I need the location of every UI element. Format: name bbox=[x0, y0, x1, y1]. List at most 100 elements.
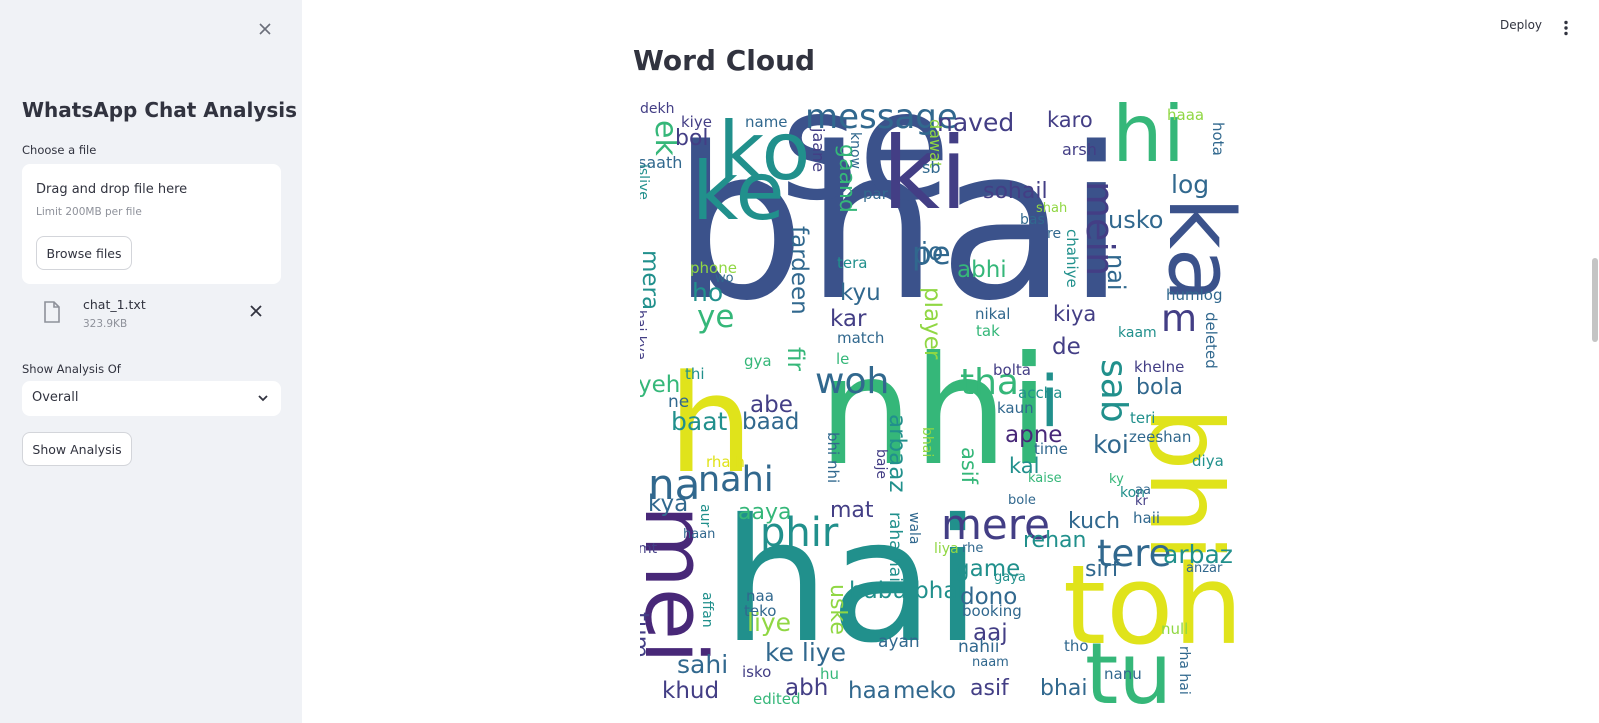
word-cloud-word: tere bbox=[1097, 532, 1172, 575]
word-cloud-word: khud bbox=[662, 678, 720, 704]
word-cloud-word: rhe bbox=[962, 541, 984, 556]
word-cloud-word: tho bbox=[1064, 637, 1089, 655]
word-cloud-word: le bbox=[836, 350, 850, 368]
analysis-select-label: Show Analysis Of bbox=[22, 362, 121, 376]
more-menu-icon[interactable] bbox=[1563, 20, 1569, 36]
word-cloud-word: fir bbox=[782, 347, 808, 371]
analysis-select[interactable]: Overall bbox=[22, 381, 281, 416]
word-cloud-word: baad bbox=[742, 409, 800, 435]
word-cloud-word: kr bbox=[1135, 494, 1148, 509]
file-dropzone[interactable]: Drag and drop file here Limit 200MB per … bbox=[22, 164, 281, 284]
word-cloud-word: uske bbox=[825, 584, 850, 635]
word-cloud-word: booking bbox=[962, 602, 1022, 620]
word-cloud-word: ayan bbox=[878, 632, 920, 652]
word-cloud-word: liya bbox=[934, 541, 959, 557]
word-cloud-word: de bbox=[1052, 334, 1081, 360]
analysis-select-value: Overall bbox=[32, 390, 79, 405]
word-cloud-word: kuch bbox=[1068, 509, 1121, 534]
word-cloud-word: naam bbox=[972, 655, 1009, 670]
word-cloud-word: abh bbox=[785, 675, 829, 701]
word-cloud-word: gya bbox=[744, 352, 772, 370]
word-cloud-word: ne bbox=[668, 392, 690, 412]
word-cloud-word: edited bbox=[753, 690, 801, 708]
browse-files-button[interactable]: Browse files bbox=[36, 236, 132, 270]
word-cloud-word: tak bbox=[976, 322, 1000, 340]
word-cloud-word: kaun bbox=[997, 399, 1034, 417]
word-cloud-word: kaam bbox=[1118, 325, 1157, 341]
word-cloud-word: mera bbox=[640, 250, 663, 311]
word-cloud-word: diya bbox=[1192, 452, 1224, 470]
remove-file-icon[interactable] bbox=[249, 304, 263, 318]
deploy-button[interactable]: Deploy bbox=[1500, 18, 1543, 32]
word-cloud-word: ko bbox=[718, 105, 811, 198]
word-cloud-word: teri bbox=[1130, 409, 1156, 427]
word-cloud-word: nai bbox=[1102, 254, 1130, 291]
word-cloud-word: tera bbox=[837, 254, 868, 272]
word-cloud-word: ki bbox=[882, 115, 968, 232]
word-cloud-word: name bbox=[745, 113, 788, 131]
word-cloud-word: mere bbox=[941, 500, 1050, 549]
word-cloud-word: ky bbox=[1109, 472, 1124, 487]
word-cloud-word: kiye bbox=[681, 113, 712, 131]
word-cloud-word: rha hai bbox=[1176, 646, 1192, 695]
word-cloud-word: raha hai bbox=[885, 512, 905, 582]
word-cloud-word: teko bbox=[744, 602, 777, 620]
word-cloud-word: aa bbox=[1135, 483, 1151, 498]
word-cloud-word: nhi bbox=[818, 325, 1050, 499]
word-cloud-word: kaise bbox=[1028, 471, 1062, 486]
word-cloud-word: babu bhai bbox=[849, 578, 964, 604]
scrollbar[interactable] bbox=[1592, 258, 1598, 342]
word-cloud-word: pe bbox=[912, 236, 951, 272]
word-cloud-word: log bbox=[1171, 170, 1210, 199]
uploaded-file-name: chat_1.txt bbox=[83, 297, 146, 312]
word-cloud-word: shah bbox=[1036, 201, 1068, 216]
word-cloud-word: abhi bbox=[957, 257, 1007, 283]
word-cloud-word: nahii bbox=[958, 637, 1000, 657]
word-cloud-word: match bbox=[837, 329, 885, 347]
word-cloud-word: hi bbox=[1112, 102, 1185, 180]
word-cloud-word: tu bbox=[1085, 625, 1173, 723]
word-cloud-word: chahiye bbox=[1063, 229, 1081, 288]
word-cloud-word: message bbox=[805, 102, 958, 137]
word-cloud-word: apne bbox=[1005, 422, 1063, 448]
word-cloud-word: nanu bbox=[1104, 665, 1142, 683]
word-cloud-word: yeh bbox=[640, 372, 681, 398]
word-cloud-word: bola bbox=[1136, 375, 1184, 400]
file-uploader-label: Choose a file bbox=[22, 143, 97, 157]
word-cloud-word: bole bbox=[1008, 493, 1036, 508]
word-cloud-word: nahi bbox=[698, 460, 774, 500]
word-cloud-word: aaj bbox=[973, 620, 1008, 646]
word-cloud-word: game bbox=[955, 556, 1021, 582]
word-cloud-word: i bbox=[1040, 361, 1060, 443]
word-cloud-word: wo bbox=[715, 271, 734, 286]
word-cloud-word: koi bbox=[1093, 430, 1129, 459]
word-cloud-word: nikal bbox=[975, 305, 1011, 323]
word-cloud-word: zeeshan bbox=[1129, 428, 1192, 446]
word-cloud-word: khelne bbox=[1134, 358, 1185, 376]
word-cloud-word: gaand bbox=[834, 144, 859, 213]
sidebar: WhatsApp Chat Analysis Choose a file Dra… bbox=[0, 0, 302, 723]
word-cloud-word: bhai bbox=[1040, 676, 1088, 701]
word-cloud-word: asif bbox=[970, 676, 1009, 701]
word-cloud-word: fardeen bbox=[786, 226, 812, 315]
close-sidebar-icon[interactable] bbox=[256, 20, 274, 38]
word-cloud-word: sahi bbox=[677, 650, 729, 679]
word-cloud-word: jo bbox=[921, 237, 944, 266]
word-cloud-word: hai bbox=[722, 483, 982, 681]
word-cloud-word: ye bbox=[697, 299, 735, 335]
file-icon bbox=[44, 301, 60, 323]
word-cloud-word: isliye bbox=[640, 164, 651, 200]
word-cloud-word: arsh bbox=[1062, 140, 1097, 159]
word-cloud-word: sb bbox=[922, 158, 941, 177]
show-analysis-button[interactable]: Show Analysis bbox=[22, 432, 132, 466]
word-cloud-word: ke bbox=[692, 145, 785, 238]
word-cloud-word: humlog bbox=[1166, 286, 1223, 304]
word-cloud-word: kyu bbox=[840, 280, 881, 306]
word-cloud-word: m bbox=[1161, 297, 1198, 340]
word-cloud-word: woh bbox=[815, 361, 890, 402]
word-cloud-word: bolta bbox=[993, 361, 1031, 379]
word-cloud-word: jaane bbox=[809, 128, 828, 173]
word-cloud-word: hai kya bbox=[640, 310, 648, 361]
word-cloud-word: bhai bbox=[672, 102, 1126, 347]
word-cloud-word: bol bbox=[675, 126, 709, 151]
